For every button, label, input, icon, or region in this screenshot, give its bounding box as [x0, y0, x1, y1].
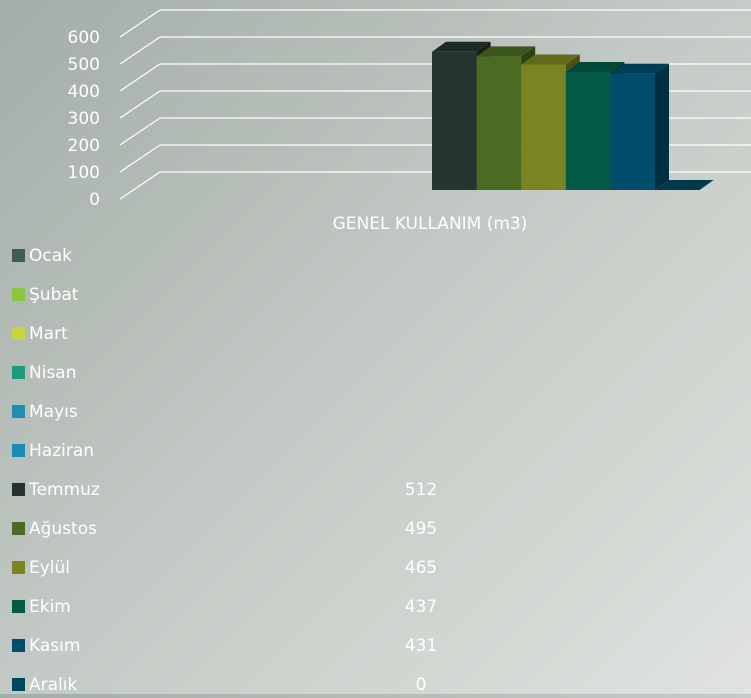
table-value: 431 — [405, 636, 437, 656]
grid-line — [119, 36, 161, 65]
y-tick-label: 500 — [68, 55, 100, 75]
legend-swatch — [12, 405, 25, 418]
grid-line — [119, 144, 161, 173]
bar-top — [655, 180, 714, 190]
y-tick-label: 0 — [89, 190, 100, 210]
y-tick-label: 100 — [68, 163, 100, 183]
legend-swatch — [12, 444, 25, 457]
legend-label: Mayıs — [29, 402, 78, 422]
legend-swatch — [12, 600, 25, 613]
legend-swatch — [12, 561, 25, 574]
legend-swatch — [12, 483, 25, 496]
bar-front — [432, 51, 477, 191]
grid-line — [119, 90, 161, 119]
legend-label: Temmuz — [28, 480, 100, 500]
y-tick-label: 300 — [68, 109, 100, 129]
bar-top — [521, 54, 580, 65]
bar-top — [565, 62, 625, 73]
bar-top — [432, 41, 491, 52]
y-tick-label: 400 — [68, 82, 100, 102]
grid-line — [119, 9, 161, 38]
legend-swatch — [12, 678, 25, 691]
grid-line — [119, 117, 161, 146]
legend-label: Haziran — [29, 441, 94, 461]
legend-swatch — [12, 249, 25, 262]
legend-label: Mart — [29, 324, 68, 344]
table-value: 495 — [405, 519, 437, 539]
legend-label: Ağustos — [29, 519, 97, 539]
legend-label: Ekim — [29, 597, 71, 617]
bar-front — [521, 64, 566, 190]
legend-swatch — [12, 288, 25, 301]
table-value: 465 — [405, 558, 437, 578]
legend-swatch — [12, 327, 25, 340]
y-tick-label: 600 — [68, 28, 100, 48]
table-value: 512 — [405, 480, 437, 500]
legend-label: Kasım — [29, 636, 80, 656]
grid-line — [119, 63, 161, 92]
table-value: 0 — [416, 675, 427, 694]
legend-swatch — [12, 639, 25, 652]
y-tick-label: 200 — [68, 136, 100, 156]
legend-label: Ocak — [29, 246, 72, 266]
legend-label: Şubat — [29, 285, 79, 305]
bar-front — [610, 73, 655, 190]
grid-line — [119, 171, 161, 200]
legend-swatch — [12, 366, 25, 379]
legend-label: Eylül — [29, 558, 70, 578]
table-value: 437 — [405, 597, 437, 617]
bar-front — [565, 72, 611, 190]
legend-label: Aralık — [29, 675, 77, 694]
category-label: GENEL KULLANIM (m3) — [333, 214, 528, 234]
bar-top — [610, 63, 669, 74]
bar-top — [476, 46, 536, 57]
bar-front — [476, 56, 522, 190]
legend-label: Nisan — [29, 363, 77, 383]
legend-swatch — [12, 522, 25, 535]
bar-side — [655, 63, 669, 190]
